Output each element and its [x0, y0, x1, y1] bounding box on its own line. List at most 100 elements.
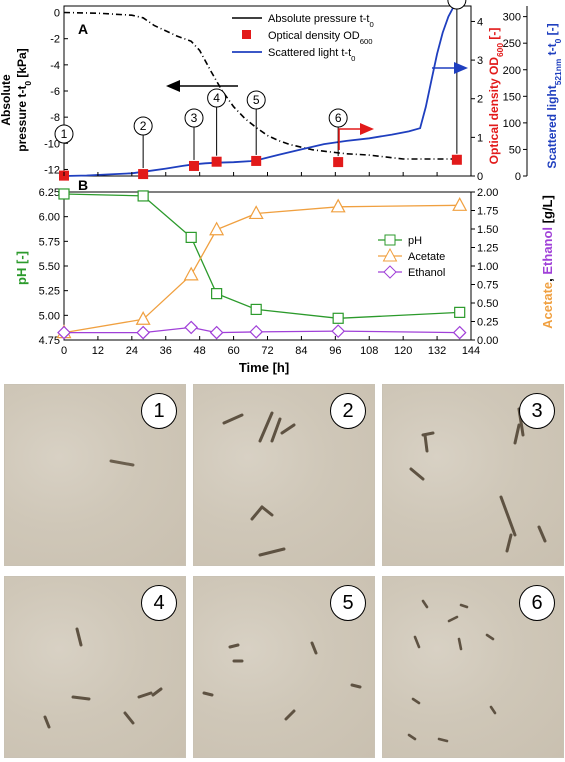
time-tick-label: 72 — [261, 345, 273, 357]
acetate-data-point — [452, 197, 468, 211]
panel-a-label: A — [78, 21, 88, 37]
time-tick-label: 24 — [126, 345, 138, 357]
legend-pressure-label: Absolute pressure t-t0 — [268, 13, 374, 29]
concentration-tick-label: 1.75 — [477, 206, 498, 218]
bacterial-cell — [421, 599, 429, 609]
micrograph-cells — [222, 411, 296, 557]
ph-data-point — [211, 288, 223, 300]
bacterial-cell — [284, 709, 296, 721]
scattered-light-tick-label: 100 — [503, 118, 521, 130]
bacterial-cell — [505, 533, 513, 553]
od-data-point — [138, 169, 149, 180]
bacterial-cell — [123, 711, 135, 725]
scattered-light-series-line — [63, 5, 455, 177]
legend-ph-marker — [384, 234, 396, 246]
time-tick-label: 60 — [227, 345, 239, 357]
bacterial-cell — [228, 643, 240, 649]
ph-data-point — [454, 306, 466, 318]
time-tick-label: 144 — [462, 345, 480, 357]
od-axis-arrowhead — [360, 123, 374, 135]
bacterial-cell — [75, 627, 83, 647]
bacterial-cell — [499, 495, 517, 537]
micrograph-number-badge: 1 — [141, 393, 177, 429]
time-tick-label: 120 — [394, 345, 412, 357]
sample-marker-label: 5 — [253, 93, 260, 107]
micrograph-2: 2 — [193, 384, 375, 566]
pressure-axis-label: Absolute — [0, 74, 13, 126]
legend-ethanol-label: Ethanol — [408, 267, 445, 279]
chart-figure: AB0-2-4-6-8-10-1201234050100150200250300… — [0, 0, 563, 375]
pressure-axis-arrowhead — [166, 80, 180, 92]
od-axis-label: Optical density OD600 [-] — [487, 28, 505, 165]
ph-tick-label: 6.00 — [39, 212, 60, 224]
pressure-tick-label: -8 — [50, 112, 60, 124]
sample-marker-circle — [133, 116, 153, 136]
od-data-point — [333, 157, 344, 168]
acetate-data-point — [248, 205, 264, 220]
pressure-tick-label: -6 — [50, 86, 60, 98]
legend-scattered-label: Scattered light t-t0 — [268, 47, 355, 63]
time-tick-label: 36 — [160, 345, 172, 357]
time-tick-label: 12 — [92, 345, 104, 357]
bacterial-cell — [411, 697, 421, 705]
od-tick-label: 0 — [477, 171, 483, 183]
micrograph-5: 5 — [193, 576, 375, 758]
micrograph-6: 6 — [382, 576, 564, 758]
sample-marker-circle — [246, 90, 266, 110]
pressure-series-line — [63, 11, 460, 160]
scattered-axis-arrowhead — [454, 62, 468, 74]
concentration-axis-label: Acetate, Ethanol [g/L] — [540, 195, 555, 329]
od-data-point — [189, 160, 200, 171]
micrograph-number-badge: 6 — [519, 585, 555, 621]
ph-axis-label: pH [-] — [14, 251, 29, 285]
micrograph-cells — [409, 407, 547, 553]
concentration-tick-label: 2.00 — [477, 187, 498, 199]
time-axis-label: Time [h] — [239, 360, 289, 375]
od-data-point — [251, 155, 262, 166]
ethanol-data-point — [249, 325, 264, 339]
bacterial-cell — [409, 467, 425, 481]
ethanol-data-point — [57, 325, 71, 340]
acetate-series-line — [63, 204, 460, 334]
micrograph-cells — [43, 627, 163, 729]
bacterial-cell — [43, 715, 51, 729]
od-data-point — [211, 156, 222, 167]
legend-ethanol-marker — [383, 265, 397, 279]
bacterial-cell — [407, 733, 417, 741]
legend-od-marker — [242, 30, 251, 39]
bacterial-cell — [151, 687, 163, 697]
bacterial-cell — [109, 459, 135, 467]
acetate-data-point — [135, 311, 151, 325]
sample-marker-label: 6 — [335, 111, 342, 125]
micrograph-4: 4 — [4, 576, 186, 758]
od-data-point — [451, 154, 462, 165]
scattered-light-tick-label: 150 — [503, 91, 521, 103]
od-tick-label: 2 — [477, 94, 483, 106]
pressure-tick-label: -10 — [44, 138, 60, 150]
sample-marker-label: 4 — [213, 91, 220, 105]
bacterial-cell — [258, 411, 274, 443]
legend-od-label: Optical density OD600 — [268, 30, 373, 46]
bacterial-cell — [222, 413, 244, 425]
concentration-tick-label: 0.00 — [477, 335, 498, 347]
bacterial-cell — [350, 683, 362, 689]
bacterial-cell — [437, 737, 449, 743]
od-tick-label: 3 — [477, 55, 483, 67]
ethanol-data-point — [209, 325, 224, 340]
bacterial-cell — [260, 505, 274, 517]
sample-marker-label: 1 — [61, 127, 68, 141]
scattered-light-tick-label: 300 — [503, 12, 521, 24]
bacterial-cell — [270, 417, 282, 443]
bacterial-cell — [310, 641, 318, 655]
od-axis-arrow — [338, 128, 362, 150]
concentration-tick-label: 0.75 — [477, 280, 498, 292]
sample-marker-circle — [328, 108, 348, 128]
pressure-tick-label: -12 — [44, 164, 60, 176]
sample-marker-circle — [184, 108, 204, 128]
pressure-tick-label: -4 — [50, 60, 60, 72]
ph-tick-label: 5.50 — [39, 261, 60, 273]
bacterial-cell — [457, 637, 463, 651]
ph-data-point — [185, 231, 197, 243]
ph-data-point — [250, 303, 262, 316]
legend-acetate-marker — [382, 247, 398, 262]
